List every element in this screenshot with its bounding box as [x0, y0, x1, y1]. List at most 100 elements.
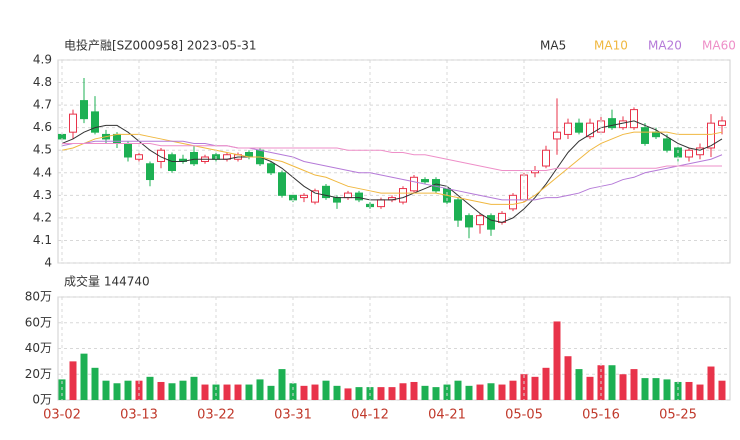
candle-body — [300, 194, 308, 199]
volume-bar — [289, 383, 297, 400]
volume-bar — [399, 383, 407, 400]
y-tick-label: 4.6 — [33, 120, 52, 134]
candle-body — [465, 215, 473, 228]
volume-bar — [718, 380, 726, 400]
y-tick-label: 40万 — [25, 341, 52, 355]
candle-body — [652, 131, 660, 138]
volume-bar — [355, 387, 363, 400]
candle-body — [421, 179, 429, 183]
legend-entry: MA60 — [702, 39, 736, 53]
y-tick-label: 4.1 — [33, 233, 52, 247]
volume-bar — [641, 378, 649, 400]
volume-bar — [421, 385, 429, 400]
candle-body — [696, 147, 704, 156]
candle-body — [311, 190, 319, 203]
candle-body — [267, 163, 275, 174]
volume-bar — [201, 384, 209, 400]
volume-bar — [388, 387, 396, 400]
volume-bar — [454, 380, 462, 400]
candle-body — [663, 138, 671, 151]
x-tick-label: 03-02 — [43, 408, 81, 423]
volume-bar — [135, 380, 143, 400]
candle-body — [476, 215, 484, 226]
volume-bar — [652, 378, 660, 400]
candle-body — [487, 215, 495, 230]
volume-bar — [311, 384, 319, 400]
legend-entry: MA5 — [540, 39, 566, 53]
volume-bar — [146, 376, 154, 400]
chart-title: 电投产融[SZ000958] 2023-05-31 — [64, 38, 257, 53]
candle-body — [509, 194, 517, 210]
x-tick-label: 03-31 — [274, 408, 312, 423]
ma-line — [62, 142, 722, 172]
y-tick-label: 80万 — [25, 290, 52, 304]
candle-body — [377, 199, 385, 208]
volume-bar — [608, 365, 616, 400]
y-tick-label: 0万 — [32, 393, 52, 407]
volume-bar — [586, 376, 594, 400]
candle-body — [399, 188, 407, 203]
candle-body — [619, 120, 627, 129]
x-tick-label: 04-21 — [428, 408, 466, 423]
candle-body — [575, 122, 583, 133]
y-tick-label: 4.2 — [33, 210, 52, 224]
volume-bar — [256, 379, 264, 400]
candle-body — [278, 172, 286, 196]
y-tick-label: 4 — [44, 256, 52, 270]
volume-bar — [553, 321, 561, 400]
x-tick-label: 03-13 — [120, 408, 158, 423]
candle-body — [80, 100, 88, 120]
candle-body — [157, 149, 165, 163]
volume-bar — [102, 380, 110, 400]
volume-bar — [487, 383, 495, 400]
y-tick-label: 4.9 — [33, 53, 52, 67]
volume-bar — [322, 380, 330, 400]
legend-entry: MA20 — [648, 39, 682, 53]
candle-body — [146, 163, 154, 181]
volume-bar — [212, 384, 220, 400]
volume-title: 成交量 144740 — [64, 274, 150, 289]
x-tick-label: 05-05 — [505, 408, 543, 423]
volume-bar — [113, 383, 121, 400]
volume-bar — [685, 381, 693, 400]
y-tick-label: 4.5 — [33, 143, 52, 157]
y-tick-label: 20万 — [25, 367, 52, 381]
volume-bar — [674, 381, 682, 400]
volume-bar — [124, 380, 132, 400]
candle-body — [641, 127, 649, 144]
candle-body — [168, 154, 176, 172]
candle-body — [608, 118, 616, 129]
volume-bar — [245, 384, 253, 400]
volume-bar — [168, 383, 176, 400]
volume-bar — [377, 387, 385, 400]
y-tick-label: 4.7 — [33, 98, 52, 112]
volume-bar — [410, 381, 418, 400]
candle-body — [542, 149, 550, 167]
y-tick-label: 4.4 — [33, 165, 52, 179]
volume-bar — [696, 384, 704, 400]
candle-body — [718, 120, 726, 126]
y-tick-label: 60万 — [25, 315, 52, 329]
candle-body — [322, 185, 330, 199]
volume-bar — [80, 353, 88, 400]
ma-line — [61, 120, 723, 223]
candle-body — [586, 122, 594, 138]
volume-bar — [663, 379, 671, 400]
x-tick-label: 03-22 — [197, 408, 235, 423]
candle-body — [190, 151, 198, 165]
volume-bar — [157, 381, 165, 400]
volume-bar — [531, 376, 539, 400]
volume-bar — [630, 369, 638, 400]
volume-bar — [69, 361, 77, 400]
volume-bar — [179, 380, 187, 400]
legend-entry: MA10 — [594, 39, 628, 53]
candle-body — [333, 197, 341, 203]
volume-bar — [190, 376, 198, 400]
candle-body — [454, 199, 462, 221]
y-tick-label: 4.3 — [33, 188, 52, 202]
volume-bar — [476, 384, 484, 400]
candle-body — [564, 122, 572, 135]
candle-body — [344, 192, 352, 199]
volume-bar — [234, 384, 242, 400]
